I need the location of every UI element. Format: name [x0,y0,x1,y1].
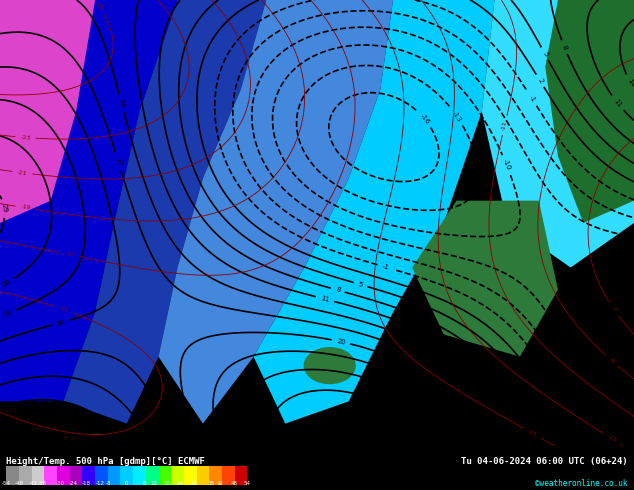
Text: -48: -48 [15,481,24,486]
Polygon shape [0,0,178,401]
Text: 8: 8 [86,438,93,445]
Text: 26: 26 [441,434,450,444]
Circle shape [304,348,355,384]
Text: 12: 12 [150,481,157,486]
Text: -8: -8 [107,481,112,486]
Text: 8: 8 [143,481,146,486]
Text: -23: -23 [20,135,31,140]
Bar [44,466,57,485]
Text: -16: -16 [628,359,634,371]
Text: 54: 54 [243,481,251,486]
Bar [32,466,44,485]
Text: 14: 14 [626,77,634,88]
Text: 29: 29 [384,403,394,413]
Text: 2: 2 [567,438,574,445]
Text: 17: 17 [164,424,174,435]
Text: 11: 11 [320,295,330,303]
Text: 2: 2 [536,77,544,84]
Bar [57,466,70,485]
Text: -16: -16 [418,112,430,125]
Text: -15: -15 [58,306,69,314]
Text: 30: 30 [190,481,197,486]
Polygon shape [412,201,558,357]
Text: -42: -42 [29,481,37,486]
Text: 5: 5 [358,281,363,288]
Bar [197,466,209,485]
Text: -11: -11 [501,120,508,131]
Polygon shape [254,0,495,423]
Polygon shape [0,0,95,223]
Text: -17: -17 [65,251,75,258]
Text: 20: 20 [55,318,66,327]
Bar [6,466,19,485]
Text: 24: 24 [177,481,184,486]
Text: 14: 14 [117,98,126,108]
Text: -9: -9 [608,357,616,365]
Text: -38: -38 [37,481,46,486]
Bar [184,466,197,485]
Bar [82,466,95,485]
Text: 5: 5 [541,50,548,57]
Text: -18: -18 [82,481,91,486]
Text: -7: -7 [574,368,583,376]
Polygon shape [482,0,634,268]
Text: -19: -19 [20,204,31,211]
Polygon shape [545,0,634,223]
Text: 14: 14 [141,429,152,440]
Text: -54: -54 [2,481,11,486]
Text: 20: 20 [336,338,346,345]
Text: 26: 26 [1,279,11,288]
Bar [222,466,235,485]
Text: 38: 38 [208,481,215,486]
Text: -10: -10 [501,159,512,171]
Bar [235,466,247,485]
Text: 8: 8 [335,287,340,294]
Text: -4: -4 [573,396,581,406]
Text: 42: 42 [217,481,224,486]
Bar [171,466,184,485]
Bar [133,466,146,485]
Bar [209,466,222,485]
Text: ©weatheronline.co.uk: ©weatheronline.co.uk [535,479,628,488]
Bar [158,466,171,485]
Text: 17: 17 [114,156,122,167]
Text: -21: -21 [17,170,28,176]
Text: -13: -13 [606,434,618,443]
Text: 18: 18 [164,481,171,486]
Bar [95,466,108,485]
Text: -30: -30 [55,481,65,486]
Text: 23: 23 [2,309,13,318]
Text: -1: -1 [381,263,390,271]
Text: -13: -13 [616,386,626,398]
Text: -24: -24 [68,481,78,486]
Text: -12: -12 [96,481,105,486]
Text: 23: 23 [380,365,391,374]
Bar [108,466,120,485]
Text: 11: 11 [612,98,623,108]
Text: 11: 11 [105,420,115,431]
Bar [120,466,133,485]
Text: 0: 0 [125,481,129,486]
Bar [19,466,32,485]
Text: 29: 29 [1,203,8,213]
Bar [70,466,82,485]
Text: 48: 48 [230,481,237,486]
Polygon shape [158,0,393,423]
Text: 8: 8 [561,44,568,50]
Text: -15: -15 [526,428,538,438]
Text: -13: -13 [451,110,463,123]
Text: -10: -10 [588,359,597,372]
Text: Tu 04-06-2024 06:00 UTC (06+24): Tu 04-06-2024 06:00 UTC (06+24) [461,457,628,466]
Polygon shape [63,0,266,423]
Bar [146,466,158,485]
Text: -25: -25 [94,1,104,12]
Text: -7: -7 [610,305,618,313]
Text: 32: 32 [372,425,383,435]
Text: Height/Temp. 500 hPa [gdmp][°C] ECMWF: Height/Temp. 500 hPa [gdmp][°C] ECMWF [6,457,205,466]
Text: -1: -1 [527,94,536,103]
